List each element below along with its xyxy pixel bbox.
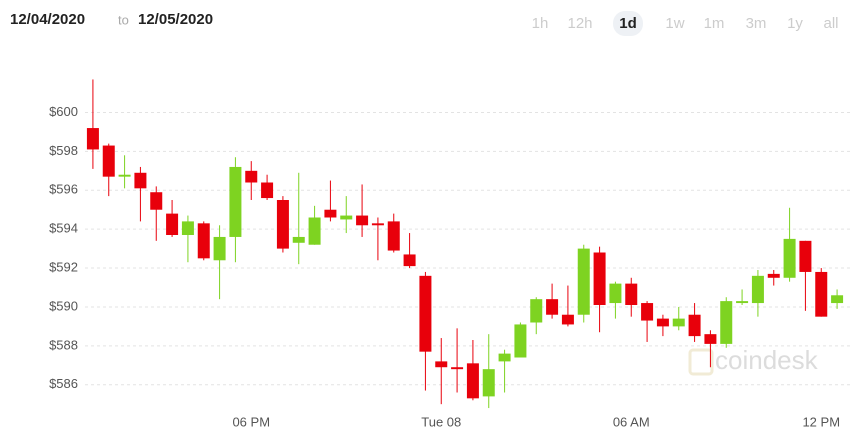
range-button[interactable]: all <box>823 15 838 32</box>
range-button[interactable]: 3m <box>746 15 767 32</box>
candle-body <box>688 314 701 337</box>
y-tick-label: $594 <box>49 221 78 236</box>
x-tick-label: 06 PM <box>232 414 270 429</box>
candle-body <box>530 299 543 323</box>
candle-body <box>419 275 432 352</box>
y-tick-label: $598 <box>49 143 78 158</box>
candle-body <box>86 128 99 150</box>
candle-body <box>134 172 147 189</box>
y-tick-label: $586 <box>49 376 78 391</box>
candle-body <box>482 369 495 397</box>
candle-body <box>356 215 369 226</box>
range-button[interactable]: 12h <box>567 15 592 32</box>
candle-body <box>815 271 828 317</box>
candle-body <box>340 215 353 220</box>
candle-body <box>387 221 400 251</box>
candle-body <box>276 200 289 249</box>
range-button[interactable]: 1w <box>665 15 684 32</box>
candle-body <box>641 303 654 321</box>
candle-body <box>593 252 606 305</box>
candle-body <box>308 217 321 245</box>
candle-body <box>229 166 242 237</box>
candle-body <box>498 353 511 362</box>
candle-body <box>118 174 131 177</box>
y-tick-label: $600 <box>49 104 78 119</box>
range-button[interactable]: 1h <box>532 15 549 32</box>
candle-body <box>577 248 590 315</box>
watermark-logo <box>688 348 714 376</box>
candle-body <box>181 221 194 235</box>
range-button[interactable]: 1d <box>619 15 637 32</box>
candle-body <box>261 182 274 199</box>
candle-body <box>102 145 115 177</box>
candle-body <box>245 170 258 183</box>
candle-body <box>292 236 305 243</box>
date-from: 12/04/2020 <box>10 11 85 28</box>
candle-body <box>831 295 844 304</box>
candle-body <box>561 314 574 325</box>
date-connector: to <box>118 12 129 27</box>
date-to: 12/05/2020 <box>138 11 213 28</box>
candle-body <box>451 367 464 370</box>
x-tick-label: Tue 08 <box>421 414 461 429</box>
candle-body <box>166 213 179 235</box>
candle-body <box>625 283 638 305</box>
x-tick-label: 12 PM <box>802 414 840 429</box>
y-tick-label: $588 <box>49 337 78 352</box>
candle-body <box>704 334 717 344</box>
candle-body <box>213 236 226 261</box>
y-tick-label: $592 <box>49 259 78 274</box>
candle-body <box>799 240 812 272</box>
candle-body <box>546 299 559 315</box>
candle-body <box>720 301 733 344</box>
candle-body <box>371 223 384 226</box>
range-selected-bg <box>613 11 643 36</box>
candle-body <box>751 275 764 304</box>
candle-body <box>736 301 749 304</box>
candle-body <box>403 254 416 267</box>
candle-body <box>150 192 163 210</box>
range-button[interactable]: 1m <box>704 15 725 32</box>
candle-body <box>767 273 780 278</box>
watermark: coindesk <box>715 345 819 375</box>
candle-body <box>435 361 448 368</box>
x-tick-label: 06 AM <box>613 414 650 429</box>
candle-body <box>324 209 337 218</box>
candle-body <box>656 318 669 327</box>
candle-body <box>466 363 479 399</box>
candle-body <box>672 318 685 327</box>
candle-body <box>783 238 796 278</box>
candle-body <box>197 223 210 259</box>
range-button[interactable]: 1y <box>787 15 803 32</box>
candle-body <box>609 283 622 304</box>
candle-body <box>514 324 527 358</box>
y-tick-label: $590 <box>49 298 78 313</box>
y-tick-label: $596 <box>49 182 78 197</box>
